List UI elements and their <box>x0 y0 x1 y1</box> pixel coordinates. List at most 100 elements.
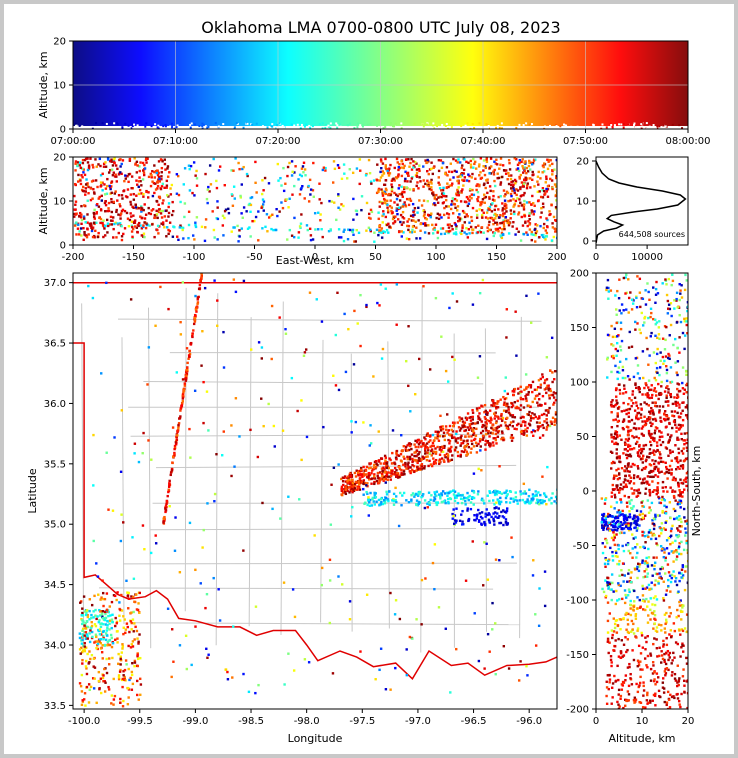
plan-view-source-mark <box>531 574 535 577</box>
plan-view-source-mark <box>464 499 467 503</box>
plan-view-source-mark <box>81 627 85 631</box>
plan-view-source-mark <box>94 640 97 643</box>
east-west-source-mark <box>299 226 302 230</box>
plan-view-source-mark <box>516 399 519 403</box>
histogram-ytick-label: 20 <box>576 157 589 168</box>
plan-view-source-mark <box>450 458 454 461</box>
east-west-source-mark <box>151 170 154 173</box>
east-west-source-mark <box>87 165 91 169</box>
plan-view-source-mark <box>125 663 128 666</box>
plan-view-source-mark <box>444 455 447 459</box>
east-west-source-mark <box>520 215 523 219</box>
north-south-source-mark <box>645 393 649 397</box>
plan-view-source-mark <box>205 592 209 596</box>
plan-view-source-mark <box>533 429 537 433</box>
plan-view-source-mark <box>430 494 433 497</box>
east-west-source-mark <box>459 200 463 203</box>
time-altitude-source-mark <box>327 124 330 127</box>
time-altitude-source-mark <box>95 126 98 129</box>
east-west-source-mark <box>369 229 372 233</box>
plan-view-source-mark <box>159 285 162 289</box>
east-west-source-mark <box>150 209 153 212</box>
east-west-source-mark <box>507 232 511 235</box>
plan-view-source-mark <box>496 490 500 493</box>
east-west-source-mark <box>518 175 521 179</box>
east-west-source-mark <box>389 199 392 202</box>
east-west-source-mark <box>179 224 182 227</box>
plan-view-source-mark <box>514 495 518 499</box>
plan-view-source-mark <box>81 629 84 632</box>
east-west-source-mark <box>187 236 190 240</box>
east-west-source-mark <box>145 157 148 160</box>
plan-view-source-mark <box>337 575 340 578</box>
plan-view-source-mark <box>551 371 554 374</box>
time-altitude-source-mark <box>565 124 568 127</box>
north-south-source-mark <box>648 506 651 509</box>
east-west-source-mark <box>442 186 445 190</box>
plan-view-source-mark <box>120 593 123 597</box>
east-west-source-mark <box>312 161 315 165</box>
east-west-source-mark <box>98 216 101 220</box>
east-west-source-mark <box>496 172 499 175</box>
time-altitude-source-mark <box>539 127 542 129</box>
north-south-source-mark <box>640 518 643 521</box>
east-west-source-mark <box>409 214 413 218</box>
east-west-source-mark <box>430 186 433 189</box>
east-west-source-mark <box>380 166 383 170</box>
plan-view-source-mark <box>536 401 539 404</box>
plan-view-source-mark <box>443 460 446 463</box>
plan-view-source-mark <box>499 398 502 401</box>
east-west-source-mark <box>292 235 296 239</box>
plan-view-source-mark <box>469 507 473 511</box>
east-west-source-mark <box>375 228 379 232</box>
east-west-source-mark <box>262 209 265 212</box>
north-south-source-mark <box>636 627 640 630</box>
east-west-source-mark <box>370 210 374 214</box>
plan-view-source-mark <box>206 502 209 505</box>
east-west-source-mark <box>141 178 145 181</box>
north-south-source-mark <box>611 483 614 487</box>
plan-view-source-mark <box>378 480 381 483</box>
east-west-source-mark <box>531 194 534 198</box>
plan-view-source-mark <box>429 463 433 466</box>
plan-view-source-mark <box>273 445 276 448</box>
plan-view-source-mark <box>402 445 406 448</box>
east-west-source-mark <box>502 219 505 222</box>
plan-view-source-mark <box>88 632 91 635</box>
east-west-source-mark <box>248 226 251 229</box>
plan-view-source-mark <box>531 390 534 394</box>
plan-view-source-mark <box>489 431 493 435</box>
plan-view-source-mark <box>422 285 425 288</box>
plan-view-source-mark <box>98 619 101 622</box>
north-south-source-mark <box>673 575 676 578</box>
east-west-source-mark <box>441 161 445 165</box>
north-south-source-mark <box>635 404 639 407</box>
east-west-source-mark <box>89 222 93 225</box>
east-west-xtick-label: 150 <box>487 252 506 263</box>
east-west-source-mark <box>377 211 380 214</box>
east-west-source-mark <box>478 229 482 233</box>
plan-view-source-mark <box>88 650 91 653</box>
plan-view-source-mark <box>417 500 421 504</box>
plan-view-source-mark <box>414 450 418 454</box>
north-south-source-mark <box>660 650 663 653</box>
east-west-source-mark <box>413 206 417 210</box>
time-altitude-source-mark <box>293 124 296 127</box>
plan-view-source-mark <box>553 420 556 423</box>
plan-view-source-mark <box>81 633 84 636</box>
plan-view-source-mark <box>468 423 471 426</box>
north-south-source-mark <box>662 527 666 530</box>
plan-view-source-mark <box>367 471 371 475</box>
plan-view-source-mark <box>384 475 388 478</box>
plan-view-source-mark <box>168 482 171 485</box>
east-west-source-mark <box>468 195 472 198</box>
east-west-source-mark <box>305 224 309 227</box>
plan-view-source-mark <box>348 600 352 603</box>
north-south-source-mark <box>686 581 688 584</box>
east-west-source-mark <box>488 228 491 231</box>
north-south-source-mark <box>686 309 688 313</box>
plan-view-source-mark <box>411 492 415 495</box>
east-west-source-mark <box>95 211 99 214</box>
plan-view-source-mark <box>132 610 135 614</box>
east-west-source-mark <box>440 189 443 192</box>
